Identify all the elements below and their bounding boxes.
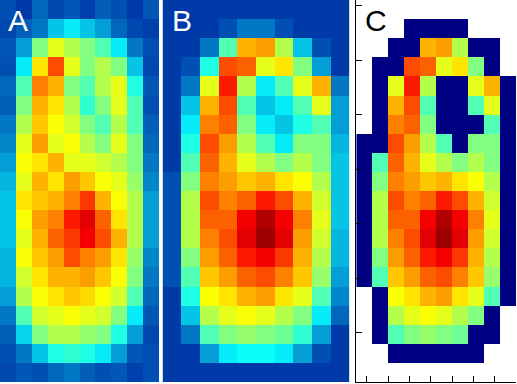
svg-text:B: B <box>172 4 192 37</box>
svg-text:A: A <box>8 4 28 37</box>
svg-text:C: C <box>365 4 387 37</box>
